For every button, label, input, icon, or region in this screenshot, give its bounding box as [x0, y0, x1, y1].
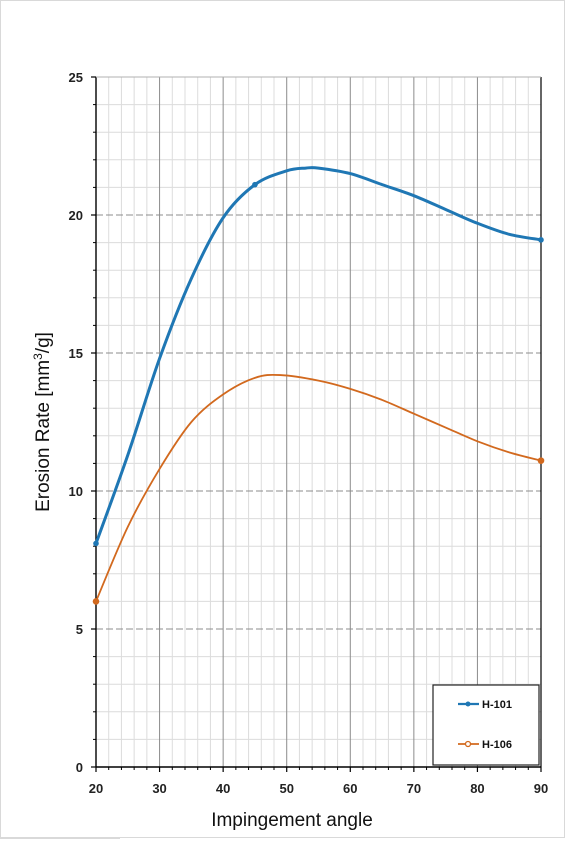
data-point-h106 [537, 457, 545, 464]
tick-labels: 0 5 10 15 20 25 20 30 40 50 60 70 80 90 [69, 70, 549, 796]
y-tick-label: 0 [76, 760, 83, 775]
y-axis-label-superscript: 3 [31, 353, 45, 360]
y-tick-label: 10 [69, 484, 83, 499]
series-h106 [92, 373, 545, 605]
data-point-h101 [93, 540, 99, 547]
legend-marker-h101 [465, 701, 471, 707]
axes [91, 76, 542, 772]
series-line-h101 [94, 166, 543, 545]
x-axis-label: Impingement angle [211, 810, 373, 831]
data-point-h101 [252, 181, 258, 188]
series-layer [92, 166, 545, 605]
y-tick-label: 15 [69, 346, 83, 361]
x-tick-label: 90 [534, 781, 548, 796]
legend-marker-h106 [464, 740, 472, 748]
y-axis-label: Erosion Rate [mm3/g] [31, 332, 54, 512]
legend-label-h101: H-101 [482, 699, 512, 711]
x-tick-label: 60 [343, 781, 357, 796]
x-tick-label: 20 [89, 781, 103, 796]
x-tick-label: 70 [407, 781, 421, 796]
y-tick-label: 25 [69, 70, 83, 85]
y-tick-label: 20 [69, 208, 83, 223]
x-tick-label: 50 [279, 781, 293, 796]
legend-entry-h106: H-106 [458, 739, 512, 751]
y-axis-label-tail: /g] [33, 332, 54, 353]
frame-edge [0, 838, 120, 839]
x-tick-label: 40 [216, 781, 230, 796]
legend-entry-h101: H-101 [458, 699, 512, 711]
series-h101 [93, 166, 544, 547]
minor-gridlines [96, 77, 541, 767]
series-line-h106 [95, 373, 542, 603]
major-gridlines [96, 76, 541, 767]
data-point-h101 [538, 237, 544, 243]
y-axis-label-main: Erosion Rate [mm [33, 360, 54, 512]
x-tick-label: 80 [470, 781, 484, 796]
data-point-h106 [92, 598, 100, 605]
x-tick-label: 30 [152, 781, 166, 796]
legend-box [432, 684, 540, 766]
legend: H-101 H-106 [432, 684, 540, 766]
legend-label-h106: H-106 [482, 739, 512, 751]
y-tick-label: 5 [76, 622, 83, 637]
